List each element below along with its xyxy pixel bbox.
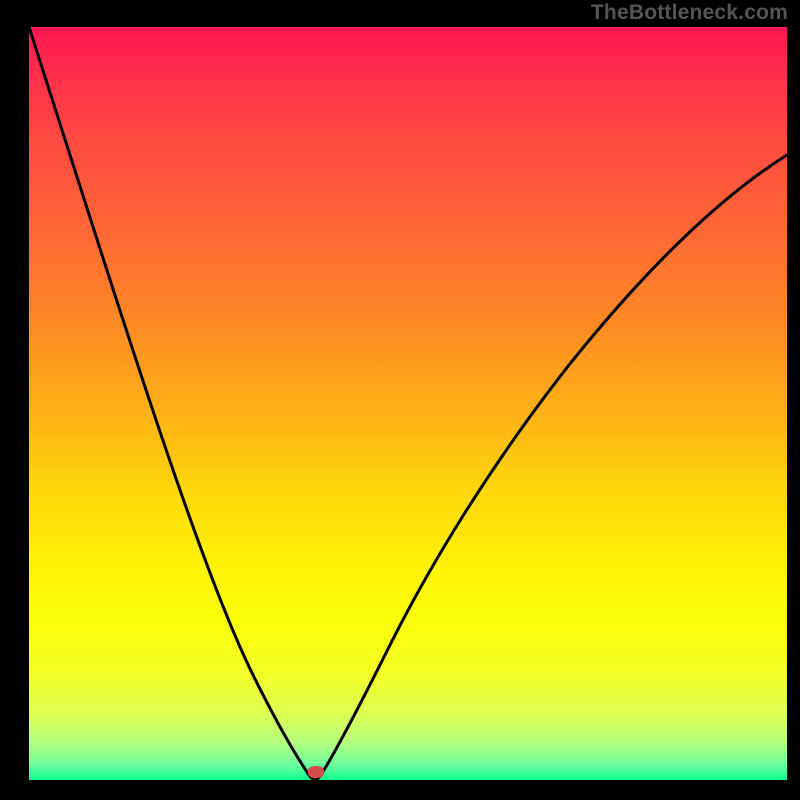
chart-stage: TheBottleneck.com — [0, 0, 800, 800]
frame-border-left — [0, 0, 29, 800]
curve-layer — [29, 27, 787, 780]
watermark-text: TheBottleneck.com — [591, 1, 788, 25]
frame-border-bottom — [0, 780, 800, 800]
plot-area — [29, 27, 787, 780]
optimal-point-marker — [308, 766, 324, 778]
frame-border-right — [787, 0, 800, 800]
bottleneck-curve — [29, 27, 787, 780]
